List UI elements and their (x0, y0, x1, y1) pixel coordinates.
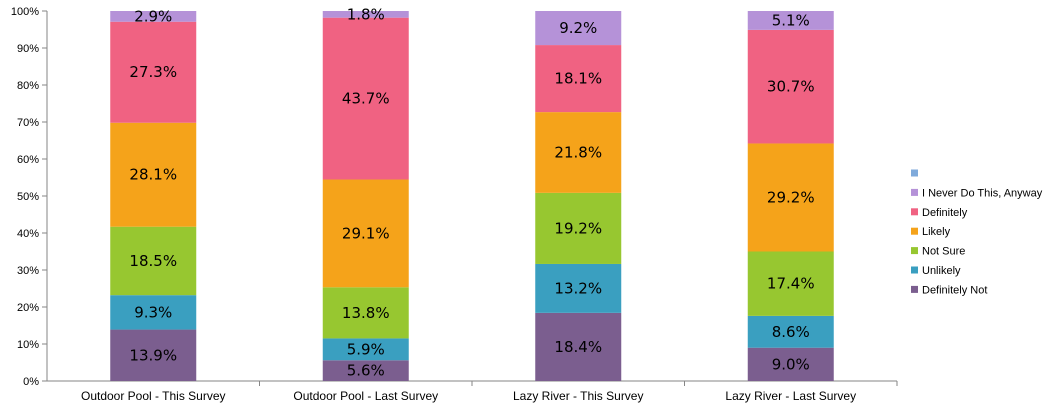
bar-segment (535, 112, 622, 193)
legend-label: Definitely Not (922, 284, 987, 296)
y-tick-label: 20% (17, 302, 39, 314)
data-label: 18.5% (129, 252, 177, 270)
data-label: 18.4% (554, 338, 602, 356)
bar-segment (535, 11, 622, 46)
legend-label: Unlikely (922, 265, 961, 277)
y-tick-label: 90% (17, 43, 39, 55)
legend-label: Definitely (922, 207, 968, 219)
legend-swatch (911, 247, 918, 255)
data-label: 9.2% (559, 19, 597, 37)
data-label: 13.8% (342, 304, 390, 322)
y-tick-label: 50% (17, 191, 39, 203)
bar-segment (110, 329, 197, 381)
y-tick-label: 60% (17, 154, 39, 166)
y-tick-label: 40% (17, 228, 39, 240)
bar-segment (747, 347, 834, 381)
legend-swatch (911, 266, 918, 274)
bars (110, 11, 834, 381)
y-tick-label: 70% (17, 117, 39, 129)
bar-segment (110, 11, 197, 22)
y-tick-label: 100% (11, 6, 39, 18)
legend-swatch (911, 285, 918, 293)
data-label: 28.1% (129, 166, 177, 184)
y-tick-label: 80% (17, 80, 39, 92)
data-label: 17.4% (767, 275, 815, 293)
data-label: 29.1% (342, 224, 390, 242)
legend-label: I Never Do This, Anyway (922, 187, 1043, 199)
data-label: 5.6% (347, 362, 385, 380)
data-label: 27.3% (129, 63, 177, 81)
bar-segment (322, 287, 409, 339)
legend-swatch (911, 169, 918, 177)
legend-swatch (911, 208, 918, 216)
bar-segment (322, 179, 409, 288)
bar-segment (747, 251, 834, 316)
x-category-label: Outdoor Pool - This Survey (81, 389, 226, 403)
bar-segment (322, 360, 409, 381)
data-label: 21.8% (554, 143, 602, 161)
legend-swatch (911, 227, 918, 235)
legend-swatch (911, 188, 918, 196)
bar-segment (110, 295, 197, 330)
legend: I Never Do This, Anyway Definitely Likely N… (911, 169, 1043, 296)
bar-segment (535, 45, 622, 113)
x-category-label: Outdoor Pool - Last Survey (293, 389, 438, 403)
bar-segment (747, 143, 834, 252)
bar-segment (535, 263, 622, 313)
bar-segment (747, 315, 834, 348)
bar-segment (322, 11, 409, 18)
data-label: 1.8% (347, 5, 385, 23)
bar-segment (535, 192, 622, 264)
y-tick-label: 30% (17, 265, 39, 277)
data-label: 5.1% (772, 11, 810, 29)
bar-segment (110, 122, 197, 227)
data-labels: 13.9% 9.3% 18.5% 28.1% 27.3% 2.9% 5.6% 5.9% 13.8… (129, 5, 814, 379)
data-label: 9.0% (772, 355, 810, 373)
data-label: 43.7% (342, 90, 390, 108)
legend-label: Not Sure (922, 246, 965, 258)
bar-segment (322, 17, 409, 180)
x-category-label: Lazy River - This Survey (513, 389, 643, 403)
data-label: 30.7% (767, 78, 815, 96)
bar-segment (747, 29, 834, 144)
data-label: 2.9% (134, 7, 172, 25)
axes: 0% 10% 20% 30% 40% 50% 60% 70% 80% 90% 100% Outdoor… (11, 6, 898, 403)
bar-segment (322, 338, 409, 361)
bar-segment (747, 11, 834, 30)
bar-segment (110, 21, 197, 123)
data-label: 13.2% (554, 279, 602, 297)
y-tick-label: 0% (23, 376, 39, 388)
data-label: 29.2% (767, 188, 815, 206)
data-label: 5.9% (347, 340, 385, 358)
y-tick-label: 10% (17, 339, 39, 351)
legend-label: Likely (922, 226, 951, 238)
data-label: 8.6% (772, 323, 810, 341)
bar-segment (110, 226, 197, 296)
data-label: 18.1% (554, 70, 602, 88)
x-category-label: Lazy River - Last Survey (725, 389, 856, 403)
data-label: 9.3% (134, 303, 172, 321)
bar-segment (535, 312, 622, 381)
data-label: 19.2% (554, 219, 602, 237)
data-label: 13.9% (129, 346, 177, 364)
